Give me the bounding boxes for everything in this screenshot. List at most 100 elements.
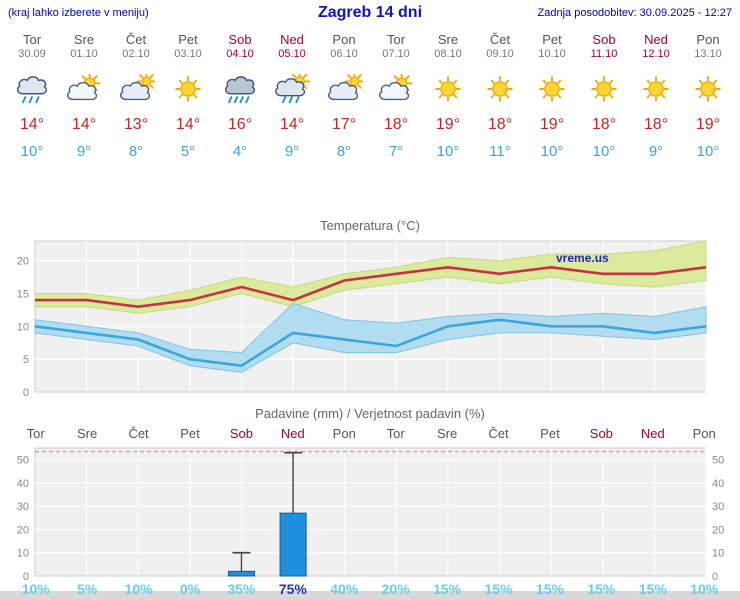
- precip-probability: 15%: [484, 581, 513, 597]
- precip-probability: 15%: [535, 581, 564, 597]
- forecast-day: Sob 11.10 18° 10°: [578, 32, 630, 160]
- precip-day-label: Sre: [77, 426, 98, 441]
- sunny-weather-icon: [435, 76, 461, 102]
- rain-weather-icon: [16, 76, 48, 104]
- svg-text:40: 40: [17, 478, 29, 490]
- day-date: 05.10: [278, 48, 306, 60]
- forecast-day: Sre 08.10 19° 10°: [422, 32, 474, 160]
- day-date: 04.10: [226, 48, 254, 60]
- svg-text:5: 5: [23, 354, 29, 366]
- svg-text:10: 10: [17, 321, 29, 333]
- day-date: 09.10: [486, 48, 514, 60]
- max-temp: 19°: [539, 116, 565, 133]
- footer-strip: [0, 591, 740, 600]
- header: (kraj lahko izberete v meniju) Zagreb 14…: [0, 0, 740, 28]
- svg-text:40: 40: [712, 478, 724, 490]
- forecast-day: Ned 05.10 14° 9°: [266, 32, 318, 160]
- day-date: 03.10: [174, 48, 202, 60]
- svg-text:20: 20: [17, 524, 29, 536]
- max-temp: 14°: [279, 116, 305, 133]
- precip-day-label: Tor: [386, 426, 405, 441]
- sunny-weather-icon: [643, 76, 669, 102]
- day-date: 07.10: [382, 48, 410, 60]
- location-menu-hint: (kraj lahko izberete v meniju): [8, 7, 149, 19]
- precip-probability: 20%: [381, 581, 410, 597]
- day-name: Čet: [125, 32, 147, 47]
- day-name: Pet: [542, 32, 562, 47]
- min-temp: 4°: [232, 143, 248, 160]
- temp-band: [34, 302, 707, 373]
- min-temp: 5°: [180, 143, 196, 160]
- max-temp: 14°: [175, 116, 201, 133]
- min-temp: 10°: [540, 143, 564, 160]
- day-name: Sob: [592, 32, 616, 47]
- sunny-weather-icon: [487, 76, 513, 102]
- svg-text:20: 20: [17, 256, 29, 268]
- svg-text:10: 10: [712, 548, 724, 560]
- min-temp: 8°: [336, 143, 352, 160]
- page-title: Zagreb 14 dni: [317, 4, 423, 21]
- cloudy-weather-icon: [328, 74, 363, 101]
- rainheavy-weather-icon: [224, 76, 256, 104]
- svg-text:30: 30: [17, 501, 29, 513]
- precip-day-label: Pon: [692, 426, 716, 441]
- max-temp: 19°: [435, 116, 461, 133]
- precip-probability: 10%: [690, 581, 719, 597]
- max-temp: 18°: [591, 116, 617, 133]
- sunny-weather-icon: [539, 76, 565, 102]
- temperature-chart-title: Temperatura (°C): [320, 218, 420, 233]
- min-temp: 9°: [648, 143, 664, 160]
- day-name: Sob: [228, 32, 252, 47]
- precip-probability: 15%: [433, 581, 462, 597]
- forecast-day: Pet 10.10 19° 10°: [526, 32, 578, 160]
- day-date: 11.10: [590, 48, 618, 60]
- svg-text:0: 0: [23, 571, 29, 580]
- precip-probability: 40%: [330, 581, 359, 597]
- temperature-chart-section: Temperatura (°C) 0 5 10 15 20 vreme.us: [0, 218, 740, 406]
- svg-text:10: 10: [17, 548, 29, 560]
- precip-day-label: Čet: [488, 426, 509, 441]
- forecast-day: Tor 07.10 18° 7°: [370, 32, 422, 160]
- day-date: 12.10: [642, 48, 670, 60]
- max-temp: 19°: [695, 116, 721, 133]
- last-update-text: Zadnja posodobitev: 30.09.2025 - 12:27: [537, 7, 732, 19]
- day-date: 02.10: [122, 48, 150, 60]
- forecast-day: Čet 02.10 13° 8°: [110, 32, 162, 160]
- min-temp: 9°: [284, 143, 300, 160]
- min-temp: 10°: [20, 143, 44, 160]
- precip-day-label: Sre: [436, 426, 458, 441]
- precip-probability: 5%: [77, 581, 98, 597]
- precip-bar: [227, 570, 255, 577]
- precip-day-label: Ned: [280, 426, 305, 441]
- forecast-day: Sob 04.10 16° 4°: [214, 32, 266, 160]
- precip-probability: 10%: [21, 581, 50, 597]
- precip-day-label: Čet: [128, 426, 149, 441]
- min-temp: 8°: [128, 143, 144, 160]
- forecast-day: Pon 06.10 17° 8°: [318, 32, 370, 160]
- svg-text:20: 20: [712, 524, 724, 536]
- forecast-day: Čet 09.10 18° 11°: [474, 32, 526, 160]
- temperature-chart: 0 5 10 15 20 vreme.us: [17, 240, 707, 399]
- precip-probability-row: 10% 5% 10% 0% 35% 75% 40% 20% 15% 15% 15% 15% 15% 10%: [0, 581, 740, 597]
- day-name: Pet: [178, 32, 198, 47]
- precip-day-label: Tor: [26, 426, 45, 441]
- svg-text:50: 50: [17, 455, 29, 467]
- cloudy-weather-icon: [120, 74, 155, 101]
- day-date: 08.10: [434, 48, 462, 60]
- max-temp: 17°: [331, 116, 357, 133]
- precip-probability: 0%: [179, 581, 201, 597]
- day-date: 10.10: [538, 48, 566, 60]
- forecast-day: Pon 13.10 19° 10°: [682, 32, 734, 160]
- precip-day-label: Sob: [229, 426, 253, 441]
- day-name: Tor: [386, 32, 406, 47]
- rainsun-weather-icon: [275, 74, 311, 104]
- day-date: 30.09: [18, 48, 46, 60]
- precip-bar: [279, 512, 307, 577]
- day-name: Čet: [489, 32, 511, 47]
- svg-text:15: 15: [17, 289, 29, 301]
- max-temp: 18°: [487, 116, 513, 133]
- svg-text:0: 0: [712, 571, 718, 580]
- day-name: Tor: [22, 32, 42, 47]
- max-temp: 14°: [19, 116, 45, 133]
